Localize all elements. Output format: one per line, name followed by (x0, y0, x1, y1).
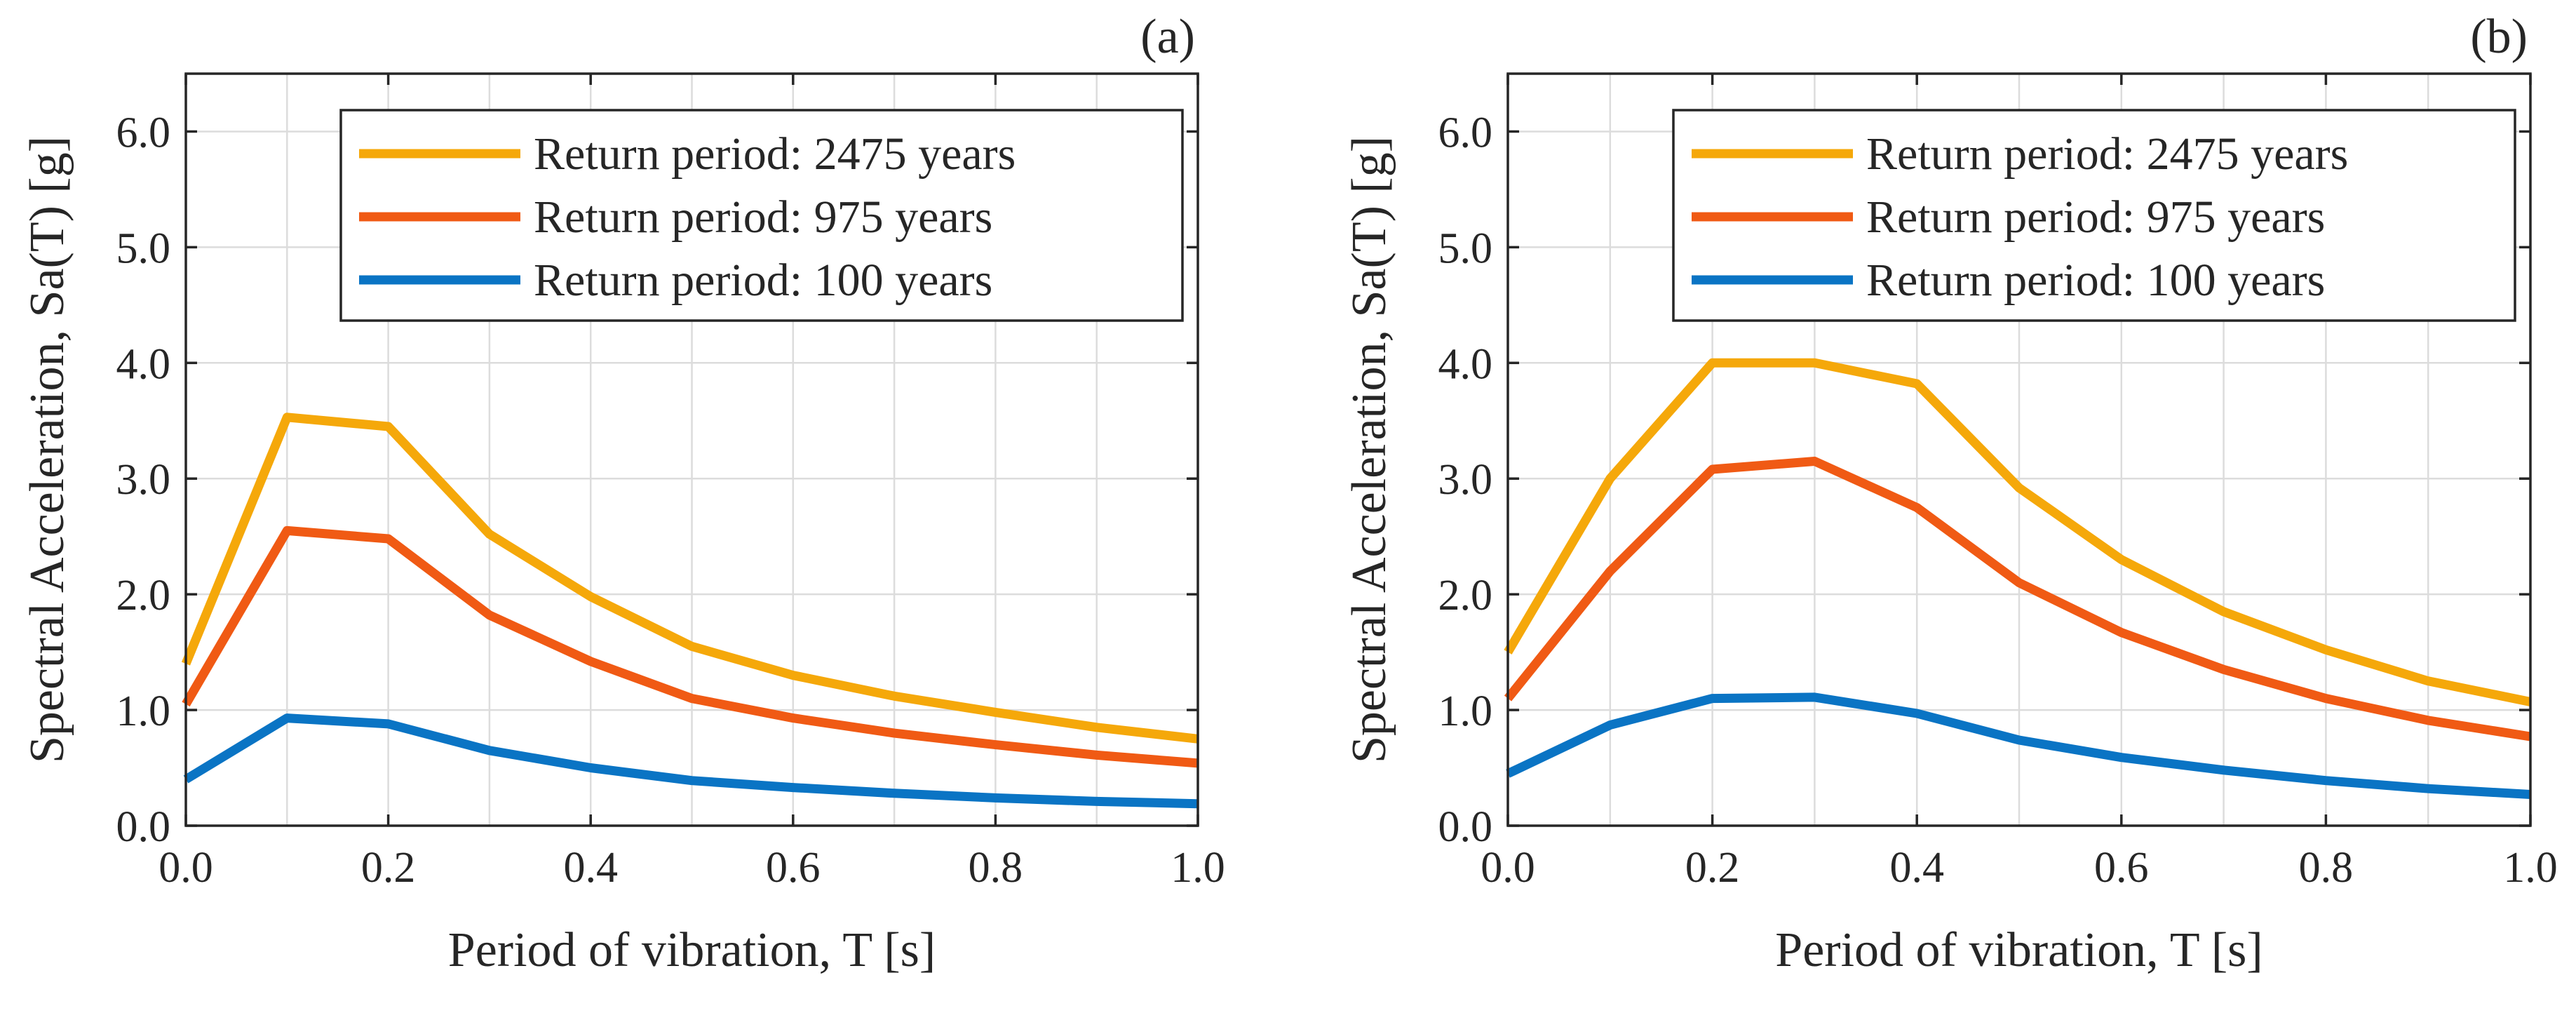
x-axis-label: Period of vibration, T [s] (448, 923, 936, 977)
x-tick-label: 0.8 (2299, 844, 2354, 892)
legend-label: Return period: 975 years (534, 192, 992, 243)
y-tick-label: 5.0 (1438, 224, 1493, 272)
legend: Return period: 2475 years Return period: … (339, 109, 1184, 322)
legend: Return period: 2475 years Return period: … (1672, 109, 2516, 322)
y-axis-label: Spectral Acceleration, Sa(T) [g] (20, 136, 74, 763)
series-line-rp-975 (1504, 457, 2532, 742)
y-axis-label: Spectral Acceleration, Sa(T) [g] (1342, 136, 1396, 763)
x-tick-label: 0.6 (2094, 844, 2149, 892)
legend-label: Return period: 975 years (1866, 192, 2325, 243)
x-tick-label: 0.2 (361, 844, 416, 892)
y-tick-label: 2.0 (1438, 572, 1493, 619)
panel-label-a: (a) (1140, 10, 1195, 64)
x-tick-label: 0.2 (1685, 844, 1740, 892)
y-tick-label: 3.0 (1438, 456, 1493, 504)
series-line-rp-100 (183, 713, 1199, 809)
y-tick-label: 5.0 (116, 224, 171, 272)
series-line-rp-975 (182, 525, 1199, 768)
y-tick-label: 4.0 (116, 340, 171, 388)
x-tick-label: 1.0 (1171, 844, 1225, 892)
x-tick-label: 0.8 (969, 844, 1023, 892)
legend-label: Return period: 2475 years (1866, 128, 2348, 180)
x-tick-label: 0.0 (159, 844, 213, 892)
panel-label-b: (b) (2470, 10, 2528, 64)
y-tick-label: 1.0 (116, 687, 171, 735)
axes-frame (184, 72, 1199, 827)
y-tick-label: 0.0 (1438, 803, 1493, 851)
y-tick-label: 6.0 (1438, 109, 1493, 156)
x-tick-label: 0.0 (1481, 844, 1535, 892)
y-tick-label: 6.0 (116, 109, 171, 156)
chart-panel-a: 0.0 0.2 0.4 0.6 0.8 1.0 0.0 1.0 2.0 3.0 4.0 5.0 6.0 P… (20, 10, 1225, 977)
series-line-rp-2475 (1504, 358, 2532, 706)
y-tick-label: 2.0 (116, 572, 171, 619)
x-tick-label: 1.0 (2503, 844, 2558, 892)
legend-label: Return period: 100 years (1866, 255, 2325, 306)
y-tick-label: 4.0 (1438, 340, 1493, 388)
chart-panel-b: 0.0 0.2 0.4 0.6 0.8 1.0 0.0 1.0 2.0 3.0 4.0 5.0 6.0 P… (1342, 10, 2558, 977)
series-line-rp-100 (1506, 692, 2531, 799)
legend-label: Return period: 100 years (534, 255, 992, 306)
axes-frame (1506, 72, 2532, 827)
y-tick-label: 0.0 (116, 803, 171, 851)
series-line-rp-2475 (181, 412, 1199, 744)
x-tick-label: 0.6 (766, 844, 821, 892)
x-tick-label: 0.4 (563, 844, 618, 892)
x-axis-label: Period of vibration, T [s] (1775, 923, 2263, 977)
y-tick-label: 3.0 (116, 456, 171, 504)
x-tick-label: 0.4 (1889, 844, 1944, 892)
y-tick-label: 1.0 (1438, 687, 1493, 735)
legend-label: Return period: 2475 years (534, 128, 1016, 180)
